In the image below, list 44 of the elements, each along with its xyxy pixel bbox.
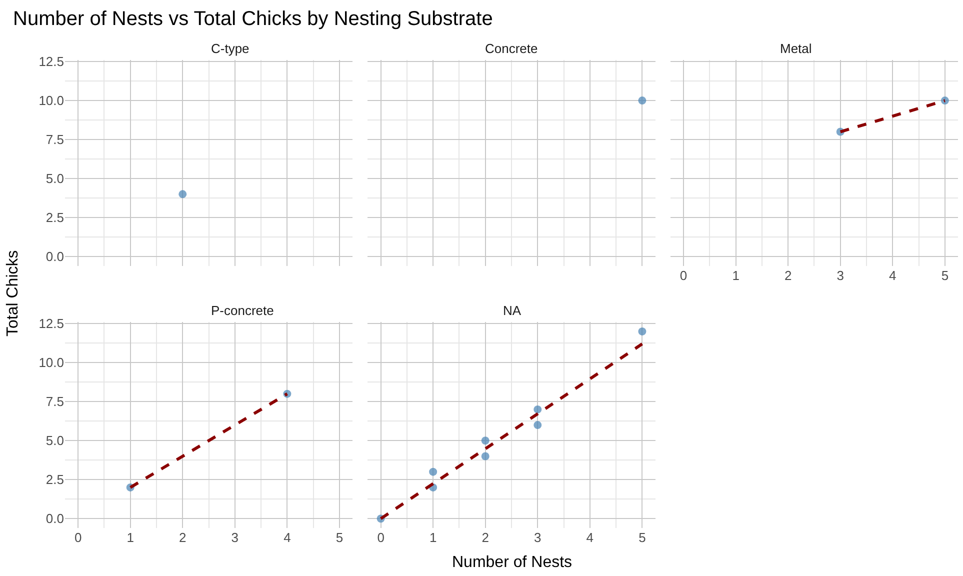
y-tick-label: 10.0 xyxy=(38,355,64,370)
x-tick-label: 4 xyxy=(586,530,594,545)
y-tick-label: 12.5 xyxy=(38,316,64,332)
chart-title: C-type xyxy=(211,41,250,56)
chart-title: Metal xyxy=(780,41,812,56)
point xyxy=(481,452,490,460)
chart-title: Concrete xyxy=(485,41,538,56)
x-tick-label: 5 xyxy=(638,530,646,545)
x-tick-label: 1 xyxy=(732,268,740,283)
y-tick-label: 5.0 xyxy=(46,171,64,186)
y-tick-label: 0.0 xyxy=(46,249,64,264)
x-tick-label: 5 xyxy=(941,268,949,283)
x-tick-label: 2 xyxy=(179,530,186,545)
x-tick-label: 0 xyxy=(74,530,82,545)
x-tick-label: 2 xyxy=(784,268,792,283)
y-tick-label: 7.5 xyxy=(46,394,64,410)
y-tick-label: 7.5 xyxy=(46,132,64,148)
chart-title: P-concrete xyxy=(211,303,274,318)
x-tick-label: 4 xyxy=(284,530,291,545)
y-tick-label: 2.5 xyxy=(46,472,64,488)
y-axis-title: Total Chicks xyxy=(4,250,22,336)
point xyxy=(429,468,438,476)
point xyxy=(638,327,646,336)
x-tick-label: 3 xyxy=(231,530,239,545)
x-tick-label: 3 xyxy=(836,268,844,283)
x-tick-label: 5 xyxy=(336,530,344,545)
y-tick-label: 10.0 xyxy=(38,93,64,108)
y-tick-label: 0.0 xyxy=(46,511,64,526)
y-tick-label: 2.5 xyxy=(46,210,64,226)
x-axis-title: Number of Nests xyxy=(452,554,572,571)
x-tick-label: 0 xyxy=(377,530,384,545)
x-tick-label: 4 xyxy=(889,268,896,283)
y-tick-label: 12.5 xyxy=(38,54,64,70)
x-tick-label: 3 xyxy=(534,530,542,545)
x-tick-label: 1 xyxy=(126,530,134,545)
y-tick-label: 5.0 xyxy=(46,433,64,448)
point xyxy=(481,436,490,445)
point xyxy=(534,421,542,430)
chart-title: NA xyxy=(503,303,522,318)
x-tick-label: 2 xyxy=(482,530,489,545)
text: Number of Nests vs Total Chicks by Nesting Substrate xyxy=(13,8,493,30)
point xyxy=(534,405,542,414)
x-tick-label: 0 xyxy=(680,268,688,283)
x-tick-label: 1 xyxy=(429,530,437,545)
